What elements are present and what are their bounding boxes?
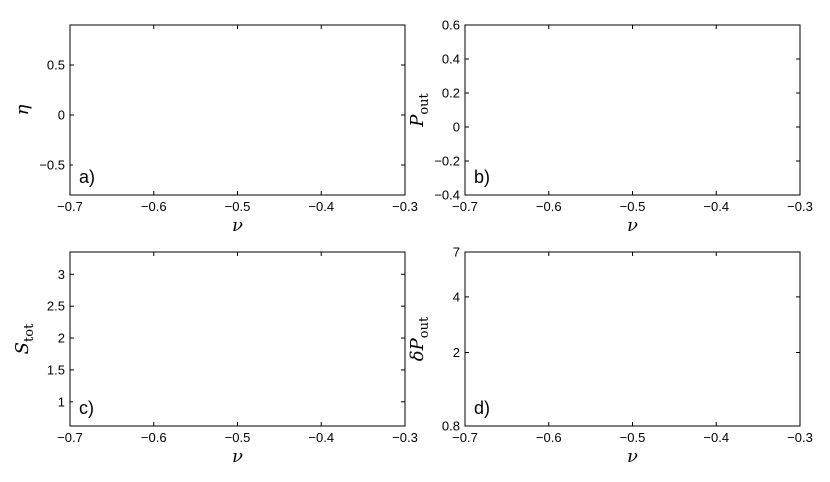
y-axis-label-subscript: out (417, 316, 432, 338)
x-tick-label: −0.4 (308, 199, 334, 214)
y-tick-label: 1.5 (47, 362, 65, 377)
x-tick-label: −0.7 (57, 430, 83, 445)
y-axis-label: Pout (407, 92, 432, 127)
panel-d: −0.7 −0.6 −0.5 −0.4 −0.3 0.8 2 4 7 ν δPout d) (407, 245, 813, 468)
x-tick-label: −0.3 (787, 199, 813, 214)
panel-b: −0.7 −0.6 −0.5 −0.4 −0.3 −0.4 −0.2 0 0.2 0.4 0.6 ν P… (407, 18, 813, 237)
x-axis-label: ν (232, 446, 243, 467)
y-axis-label-subscript: out (417, 92, 432, 114)
y-tick-label: 7 (453, 245, 460, 260)
x-axis-label: ν (627, 215, 638, 236)
y-axis-label-subscript: tot (22, 323, 37, 342)
x-tick-label: −0.4 (308, 430, 334, 445)
x-tick-label: −0.7 (452, 199, 478, 214)
y-tick-label: 0.6 (442, 18, 460, 33)
y-axis-label: η (12, 104, 33, 115)
x-tick-label: −0.4 (703, 430, 729, 445)
panel-a: −0.7 −0.6 −0.5 −0.4 −0.3 −0.5 0 0.5 ν η a) (12, 24, 418, 236)
x-tick-label: −0.5 (225, 199, 251, 214)
y-tick-label: 0.2 (442, 86, 460, 101)
panel-label: a) (79, 167, 95, 187)
y-tick-label: 0 (58, 108, 65, 123)
y-tick-label: 2 (58, 331, 65, 346)
y-tick-label: 0 (453, 120, 460, 135)
y-tick-label: −0.4 (434, 188, 460, 203)
x-tick-label: −0.5 (225, 430, 251, 445)
x-axis-label: ν (232, 215, 243, 236)
x-tick-label: −0.3 (392, 199, 418, 214)
y-tick-label: 2 (453, 345, 460, 360)
y-axis-label: Stot (12, 323, 37, 354)
y-axis-label-main: η (12, 104, 33, 115)
y-axis-label-main: δP (407, 337, 428, 361)
x-tick-label: −0.6 (536, 430, 562, 445)
panel-label-bg (468, 162, 508, 190)
x-tick-label: −0.6 (536, 199, 562, 214)
x-tick-label: −0.6 (141, 199, 167, 214)
x-tick-label: −0.6 (141, 430, 167, 445)
y-tick-label: 1 (58, 394, 65, 409)
y-axis-label-main: P (407, 114, 428, 128)
panel-label: c) (79, 398, 94, 418)
panel-label-bg (73, 162, 113, 190)
y-tick-label: 3 (58, 267, 65, 282)
axes-frame (69, 251, 406, 427)
x-tick-label: −0.3 (787, 430, 813, 445)
panel-label-bg (73, 393, 113, 421)
y-tick-label: −0.2 (434, 154, 460, 169)
x-tick-label: −0.5 (620, 430, 646, 445)
x-tick-label: −0.7 (452, 430, 478, 445)
axes-frame (464, 251, 801, 427)
y-tick-label: −0.5 (39, 158, 65, 173)
y-axis-label: δPout (407, 316, 432, 361)
x-axis-label: ν (627, 446, 638, 467)
panel-label: b) (474, 167, 490, 187)
panel-c: −0.7 −0.6 −0.5 −0.4 −0.3 1 1.5 2 2.5 3 ν Stot c) (12, 251, 418, 467)
y-tick-label: 2.5 (47, 299, 65, 314)
panel-label-bg (468, 393, 508, 421)
y-tick-label: 0.4 (442, 52, 460, 67)
y-tick-label: 0.8 (442, 419, 460, 434)
x-tick-label: −0.5 (620, 199, 646, 214)
x-tick-label: −0.3 (392, 430, 418, 445)
y-tick-label: 4 (453, 289, 460, 304)
x-tick-label: −0.7 (57, 199, 83, 214)
axes-frame (69, 24, 406, 196)
axes-frame (464, 24, 801, 196)
y-axis-label-main: S (12, 342, 33, 354)
panel-label: d) (474, 398, 490, 418)
y-tick-label: 0.5 (47, 58, 65, 73)
x-tick-label: −0.4 (703, 199, 729, 214)
